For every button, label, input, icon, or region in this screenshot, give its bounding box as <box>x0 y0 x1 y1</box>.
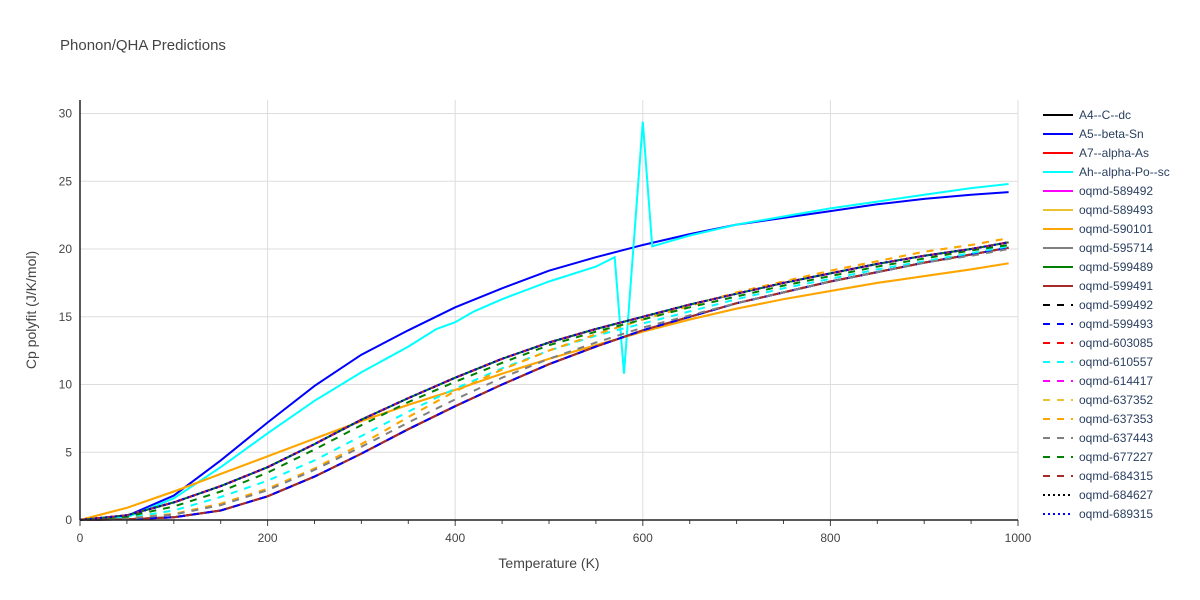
series-line <box>79 191 1009 521</box>
legend-item[interactable]: oqmd-589492 <box>1043 184 1153 198</box>
legend-label: oqmd-599492 <box>1079 298 1153 312</box>
legend-item[interactable]: oqmd-637443 <box>1043 431 1153 445</box>
y-tick-label: 10 <box>59 378 73 392</box>
legend-label: oqmd-684627 <box>1079 488 1153 502</box>
legend-label: oqmd-637353 <box>1079 412 1153 426</box>
legend-item[interactable]: oqmd-637352 <box>1043 393 1153 407</box>
x-tick-label: 800 <box>820 531 840 545</box>
legend-label: oqmd-610557 <box>1079 355 1153 369</box>
legend-label: oqmd-599491 <box>1079 279 1153 293</box>
x-tick-label: 600 <box>633 531 653 545</box>
x-tick-label: 0 <box>77 531 84 545</box>
legend-item[interactable]: oqmd-684315 <box>1043 469 1153 483</box>
grid <box>80 100 1019 520</box>
y-tick-label: 30 <box>59 107 73 121</box>
y-tick-label: 25 <box>59 174 73 188</box>
series-line <box>79 246 1009 521</box>
series-line <box>79 262 1009 521</box>
legend-label: oqmd-677227 <box>1079 450 1153 464</box>
legend-item[interactable]: oqmd-595714 <box>1043 241 1153 255</box>
legend-item[interactable]: oqmd-637353 <box>1043 412 1153 426</box>
legend-label: A7--alpha-As <box>1079 146 1149 160</box>
legend-label: oqmd-589492 <box>1079 184 1153 198</box>
legend-label: oqmd-684315 <box>1079 469 1153 483</box>
legend-label: oqmd-614417 <box>1079 374 1153 388</box>
x-tick-label: 400 <box>445 531 465 545</box>
series-line <box>79 121 1009 521</box>
legend-item[interactable]: oqmd-599491 <box>1043 279 1153 293</box>
legend-label: oqmd-599493 <box>1079 317 1153 331</box>
y-tick-label: 15 <box>59 310 73 324</box>
series-line <box>79 241 1009 521</box>
legend-item[interactable]: oqmd-614417 <box>1043 374 1153 388</box>
chart-title: Phonon/QHA Predictions <box>60 37 226 54</box>
legend-label: oqmd-599489 <box>1079 260 1153 274</box>
series-line <box>79 237 1009 521</box>
legend-label: oqmd-603085 <box>1079 336 1153 350</box>
series-line <box>79 248 1009 521</box>
legend-item[interactable]: oqmd-590101 <box>1043 222 1153 236</box>
legend-item[interactable]: oqmd-599493 <box>1043 317 1153 331</box>
legend-label: A4--C--dc <box>1079 108 1131 122</box>
legend-item[interactable]: oqmd-677227 <box>1043 450 1153 464</box>
legend-label: oqmd-595714 <box>1079 241 1153 255</box>
series-line <box>79 246 1009 521</box>
legend-label: oqmd-689315 <box>1079 507 1153 521</box>
plot-area <box>79 121 1009 521</box>
legend-item[interactable]: oqmd-599492 <box>1043 298 1153 312</box>
legend-item[interactable]: A4--C--dc <box>1043 108 1131 122</box>
series-line <box>79 246 1009 521</box>
legend-label: oqmd-637352 <box>1079 393 1153 407</box>
legend-item[interactable]: oqmd-599489 <box>1043 260 1153 274</box>
legend-item[interactable]: oqmd-603085 <box>1043 336 1153 350</box>
legend-label: oqmd-637443 <box>1079 431 1153 445</box>
x-tick-label: 200 <box>258 531 278 545</box>
legend-label: oqmd-589493 <box>1079 203 1153 217</box>
y-tick-label: 20 <box>59 242 73 256</box>
legend-label: A5--beta-Sn <box>1079 127 1144 141</box>
x-tick-label: 1000 <box>1005 531 1032 545</box>
series-line <box>79 244 1009 521</box>
y-tick-label: 0 <box>65 513 72 527</box>
series-line <box>79 241 1009 521</box>
series-line <box>79 237 1009 521</box>
y-tick-label: 5 <box>65 445 72 459</box>
series-line <box>79 245 1009 521</box>
axes: 0 5 10 15 20 25 30 0 200 400 600 800 1000 <box>59 100 1032 545</box>
legend-item[interactable]: A7--alpha-As <box>1043 146 1149 160</box>
legend-item[interactable]: A5--beta-Sn <box>1043 127 1144 141</box>
x-axis-title: Temperature (K) <box>498 555 599 571</box>
legend-label: Ah--alpha-Po--sc <box>1079 165 1170 179</box>
legend-label: oqmd-590101 <box>1079 222 1153 236</box>
legend-item[interactable]: oqmd-610557 <box>1043 355 1153 369</box>
legend-item[interactable]: oqmd-684627 <box>1043 488 1153 502</box>
legend-item[interactable]: Ah--alpha-Po--sc <box>1043 165 1170 179</box>
series-line <box>79 262 1009 521</box>
series-line <box>79 246 1009 521</box>
series-line <box>79 246 1009 521</box>
legend: A4--C--dc A5--beta-Sn A7--alpha-As Ah--alph… <box>1043 108 1170 521</box>
legend-item[interactable]: oqmd-589493 <box>1043 203 1153 217</box>
legend-item[interactable]: oqmd-689315 <box>1043 507 1153 521</box>
y-axis-title: Cp polyfit (J/K/mol) <box>23 251 39 369</box>
